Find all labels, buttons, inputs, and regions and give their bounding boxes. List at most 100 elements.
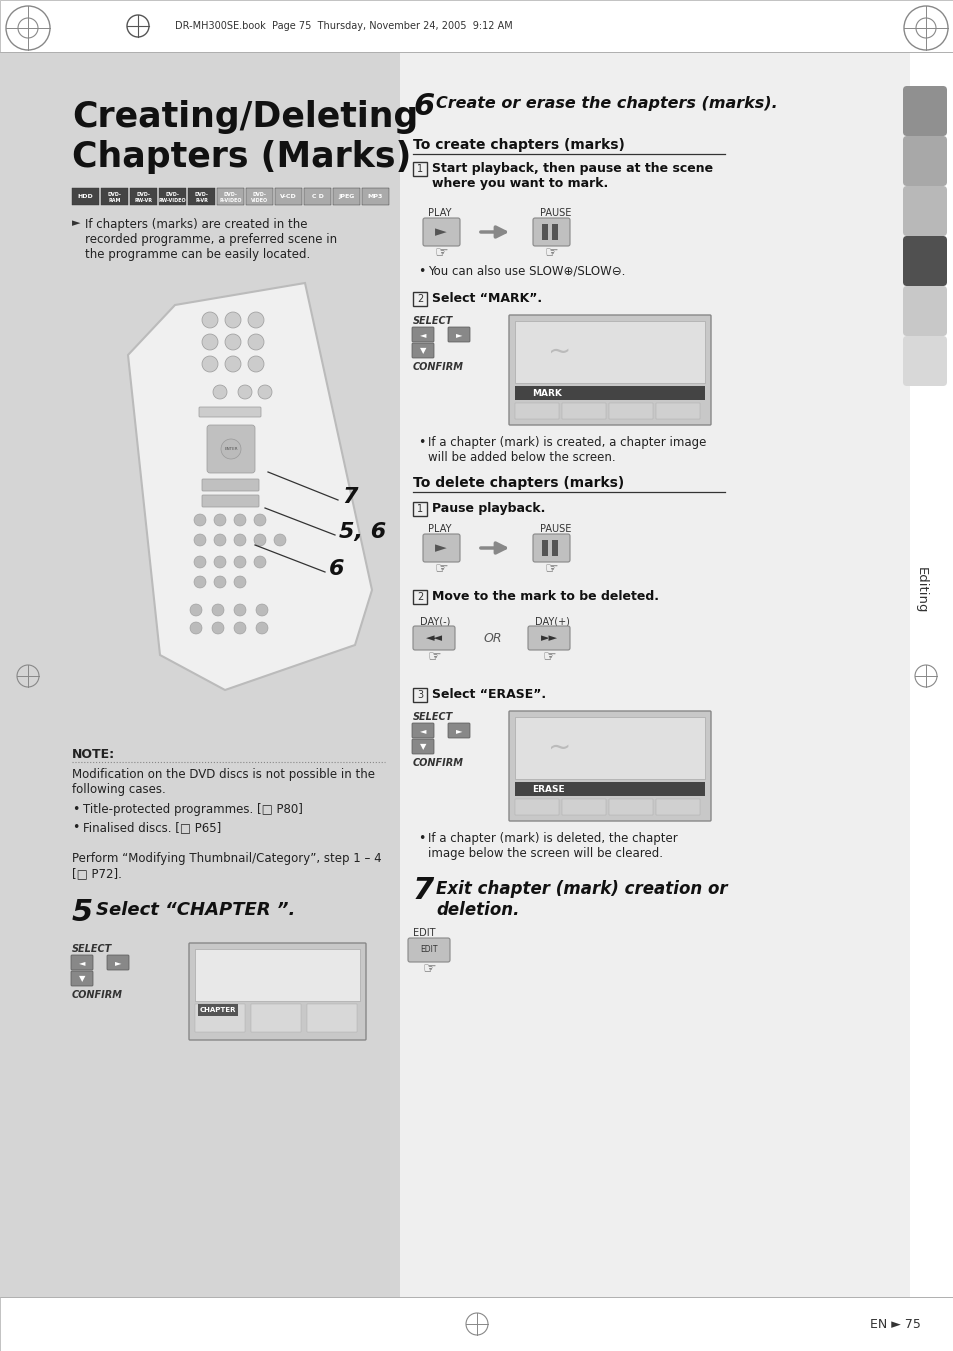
Circle shape <box>257 385 272 399</box>
Text: Modification on the DVD discs is not possible in the
following cases.: Modification on the DVD discs is not pos… <box>71 767 375 796</box>
FancyBboxPatch shape <box>207 426 254 473</box>
Circle shape <box>213 557 226 567</box>
Text: ☞: ☞ <box>422 961 436 975</box>
FancyBboxPatch shape <box>101 188 128 205</box>
FancyBboxPatch shape <box>515 798 558 815</box>
Text: ENTER: ENTER <box>224 447 237 451</box>
FancyBboxPatch shape <box>509 315 710 426</box>
Text: 1: 1 <box>416 504 422 513</box>
Text: •: • <box>417 832 425 844</box>
Text: ~: ~ <box>548 338 571 366</box>
FancyBboxPatch shape <box>515 782 704 796</box>
Circle shape <box>225 334 241 350</box>
FancyBboxPatch shape <box>422 534 459 562</box>
Text: NOTE:: NOTE: <box>71 748 115 761</box>
FancyBboxPatch shape <box>552 540 558 557</box>
Circle shape <box>253 534 266 546</box>
Text: •: • <box>71 821 79 834</box>
Circle shape <box>213 576 226 588</box>
Circle shape <box>255 621 268 634</box>
Circle shape <box>233 557 246 567</box>
Circle shape <box>221 439 241 459</box>
Circle shape <box>233 534 246 546</box>
FancyBboxPatch shape <box>107 955 129 970</box>
Text: 1: 1 <box>416 163 422 174</box>
Text: ►: ► <box>456 330 462 339</box>
Circle shape <box>193 534 206 546</box>
Text: Select “MARK”.: Select “MARK”. <box>432 292 541 305</box>
Text: PAUSE: PAUSE <box>539 524 571 534</box>
Text: ▼: ▼ <box>419 346 426 355</box>
Text: MARK: MARK <box>532 389 561 397</box>
FancyBboxPatch shape <box>71 971 92 986</box>
FancyBboxPatch shape <box>251 1004 301 1032</box>
Text: Pause playback.: Pause playback. <box>432 503 545 515</box>
Text: SELECT: SELECT <box>71 944 112 954</box>
Text: ►: ► <box>435 224 446 239</box>
Text: SELECT: SELECT <box>413 712 453 721</box>
FancyBboxPatch shape <box>656 798 700 815</box>
FancyBboxPatch shape <box>333 188 359 205</box>
Text: Select “ERASE”.: Select “ERASE”. <box>432 688 545 701</box>
Text: Chapters (Marks): Chapters (Marks) <box>71 141 411 174</box>
Text: HDD: HDD <box>77 195 93 199</box>
Text: ☞: ☞ <box>427 648 440 663</box>
Text: DVD-: DVD- <box>136 192 151 197</box>
Text: CHAPTER: CHAPTER <box>199 1006 236 1013</box>
Text: •: • <box>417 436 425 449</box>
FancyBboxPatch shape <box>561 403 605 419</box>
FancyBboxPatch shape <box>515 322 704 382</box>
FancyBboxPatch shape <box>0 51 399 1297</box>
Text: Exit chapter (mark) creation or
deletion.: Exit chapter (mark) creation or deletion… <box>436 880 727 919</box>
FancyBboxPatch shape <box>246 188 273 205</box>
Circle shape <box>213 534 226 546</box>
Text: ◄◄: ◄◄ <box>425 634 442 643</box>
Text: 7: 7 <box>413 875 434 905</box>
Text: V-CD: V-CD <box>280 195 296 199</box>
Text: 5, 6: 5, 6 <box>338 521 386 542</box>
Circle shape <box>233 621 246 634</box>
Circle shape <box>225 357 241 372</box>
Circle shape <box>193 576 206 588</box>
Text: DAY(-): DAY(-) <box>419 616 450 626</box>
FancyBboxPatch shape <box>194 948 359 1001</box>
FancyBboxPatch shape <box>533 218 569 246</box>
FancyBboxPatch shape <box>541 540 547 557</box>
Text: Finalised discs. [□ P65]: Finalised discs. [□ P65] <box>83 821 221 834</box>
Text: R-VIDEO: R-VIDEO <box>219 199 241 203</box>
Text: ►: ► <box>71 218 80 228</box>
Text: ERASE: ERASE <box>532 785 564 793</box>
Circle shape <box>248 357 264 372</box>
Text: DVD-: DVD- <box>108 192 121 197</box>
Text: JPEG: JPEG <box>338 195 355 199</box>
Text: Create or erase the chapters (marks).: Create or erase the chapters (marks). <box>436 96 777 111</box>
Text: ☞: ☞ <box>543 245 558 259</box>
FancyBboxPatch shape <box>902 86 946 136</box>
Text: ►►: ►► <box>540 634 557 643</box>
Text: ▼: ▼ <box>79 974 85 984</box>
Text: 3: 3 <box>416 690 422 700</box>
FancyBboxPatch shape <box>515 403 558 419</box>
Circle shape <box>213 385 227 399</box>
Text: If chapters (marks) are created in the
recorded programme, a preferred scene in
: If chapters (marks) are created in the r… <box>85 218 336 261</box>
FancyBboxPatch shape <box>304 188 331 205</box>
Text: 6: 6 <box>413 92 434 122</box>
FancyBboxPatch shape <box>0 0 953 51</box>
FancyBboxPatch shape <box>412 343 434 358</box>
FancyBboxPatch shape <box>413 626 455 650</box>
FancyBboxPatch shape <box>902 236 946 286</box>
Text: VIDEO: VIDEO <box>251 199 268 203</box>
FancyBboxPatch shape <box>608 403 652 419</box>
Circle shape <box>274 534 286 546</box>
Text: You can also use SLOW⊕/SLOW⊖.: You can also use SLOW⊕/SLOW⊖. <box>428 265 625 278</box>
FancyBboxPatch shape <box>902 286 946 336</box>
Text: DVD-: DVD- <box>253 192 266 197</box>
Text: PAUSE: PAUSE <box>539 208 571 218</box>
Circle shape <box>212 621 224 634</box>
FancyBboxPatch shape <box>541 224 547 240</box>
Text: 2: 2 <box>416 592 423 603</box>
Text: DVD-: DVD- <box>223 192 237 197</box>
FancyBboxPatch shape <box>408 938 450 962</box>
FancyBboxPatch shape <box>412 739 434 754</box>
Text: RW-VR: RW-VR <box>134 199 152 203</box>
